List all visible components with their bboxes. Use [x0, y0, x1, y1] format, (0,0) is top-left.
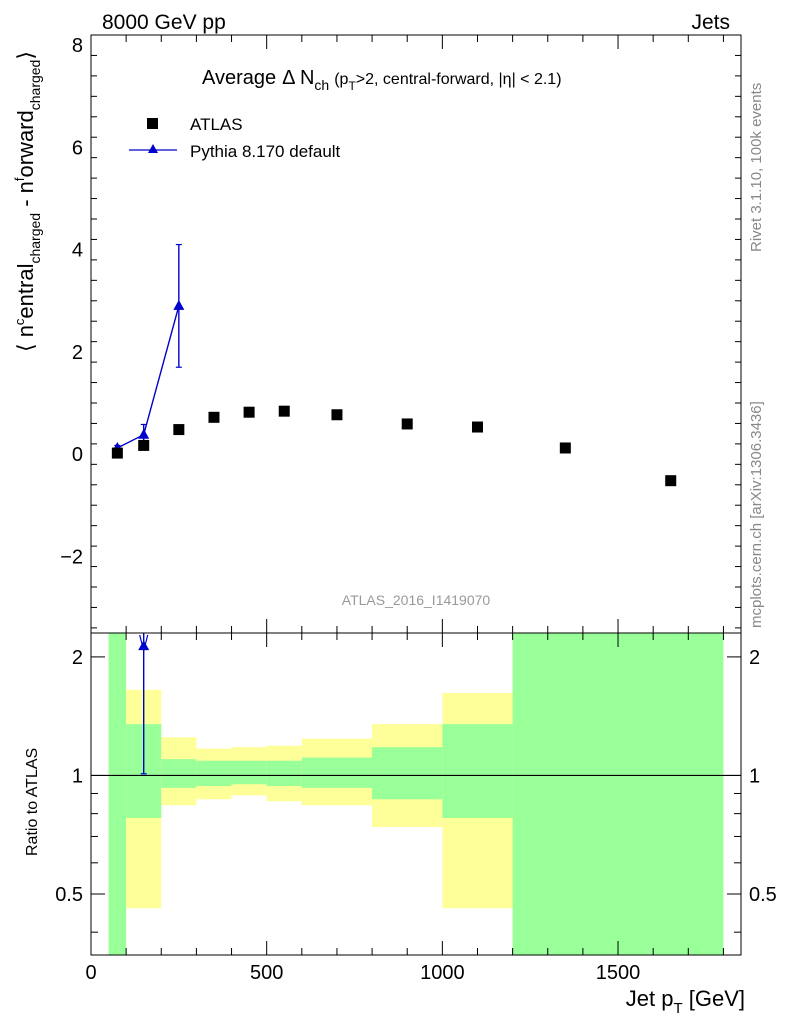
- band-green: [512, 633, 724, 955]
- band-green: [372, 747, 443, 800]
- rivet-label: Rivet 3.1.10, 100k events: [748, 83, 765, 252]
- ratio-pythia-point: [138, 640, 150, 651]
- atlas-point: [243, 406, 255, 418]
- pythia-series: [111, 243, 185, 452]
- legend-pythia-marker: [148, 144, 158, 153]
- mcplots-label: mcplots.cern.ch [arXiv:1306.3436]: [748, 401, 765, 628]
- atlas-point: [138, 439, 150, 451]
- x-tick-label: 1000: [420, 962, 465, 984]
- x-axis-label: Jet pT [GeV]: [626, 986, 745, 1017]
- band-green: [266, 760, 302, 787]
- x-tick-label: 1500: [596, 962, 641, 984]
- y-tick-label: 8: [72, 35, 83, 57]
- band-green: [442, 724, 513, 818]
- atlas-point: [665, 475, 677, 487]
- y-tick-label: 0: [72, 444, 83, 466]
- band-green: [161, 759, 197, 788]
- band-green: [301, 757, 373, 788]
- header-left: 8000 GeV pp: [102, 11, 226, 34]
- ratio-frame: [90, 632, 742, 956]
- atlas-point: [559, 442, 571, 454]
- band-green: [196, 760, 232, 787]
- main-axis-ticks: [90, 35, 741, 633]
- main-y-tick-labels: −2 0 2 4 6 8: [60, 35, 83, 568]
- ratio-y-tick-label: 2: [72, 647, 83, 669]
- main-title: Average Δ Nch (pT>2, central-forward, |η| …: [202, 67, 562, 93]
- atlas-point: [278, 405, 290, 417]
- main-frame: [90, 34, 742, 634]
- ratio-uncertainty-bands: [108, 633, 724, 955]
- ratio-y-tick-label: 0.5: [55, 884, 83, 906]
- main-y-axis-label: ⟨ ncentralcharged - nforwardcharged⟩: [12, 51, 43, 352]
- y-tick-label: −2: [60, 546, 83, 568]
- main-panel: −2 0 2 4 6 8 Average Δ Nch (pT>2, central-forwa…: [12, 34, 742, 634]
- ratio-y-axis-label: Ratio to ATLAS: [24, 748, 41, 856]
- atlas-point: [331, 409, 343, 421]
- ratio-pythia-series: [138, 633, 150, 775]
- header-right: Jets: [691, 11, 730, 34]
- pythia-point: [173, 299, 185, 310]
- ratio-panel: 0 500 1000 1500 0.5 0.5 1 1 2 2 Ratio to ATLAS Je…: [24, 632, 777, 1017]
- legend-pythia-label: Pythia 8.170 default: [190, 142, 341, 161]
- legend: ATLAS Pythia 8.170 default: [129, 115, 341, 161]
- ratio-y-tick-label: 1: [72, 765, 83, 787]
- atlas-point: [401, 418, 413, 430]
- y-tick-label: 6: [72, 137, 83, 159]
- legend-atlas-label: ATLAS: [190, 115, 243, 134]
- atlas-point: [173, 424, 185, 436]
- pythia-line: [117, 305, 180, 449]
- atlas-point: [111, 447, 123, 459]
- x-tick-label: 500: [250, 962, 283, 984]
- band-green: [231, 760, 267, 785]
- ratio-y-tick-label-right: 0.5: [749, 884, 777, 906]
- x-tick-label: 0: [85, 962, 96, 984]
- ratio-y-tick-label-right: 1: [749, 765, 760, 787]
- pythia-point: [138, 428, 150, 439]
- ratio-axis-ticks: [90, 633, 741, 955]
- ratio-tick-labels: 0 500 1000 1500 0.5 0.5 1 1 2 2: [55, 647, 777, 984]
- atlas-point: [208, 411, 220, 423]
- y-tick-label: 2: [72, 342, 83, 364]
- atlas-point: [471, 421, 483, 433]
- atlas-series: [111, 405, 677, 487]
- analysis-watermark: ATLAS_2016_I1419070: [342, 592, 491, 608]
- legend-atlas-marker: [147, 118, 158, 129]
- y-tick-label: 4: [72, 240, 83, 262]
- ratio-y-tick-label-right: 2: [749, 647, 760, 669]
- band-green: [108, 633, 127, 955]
